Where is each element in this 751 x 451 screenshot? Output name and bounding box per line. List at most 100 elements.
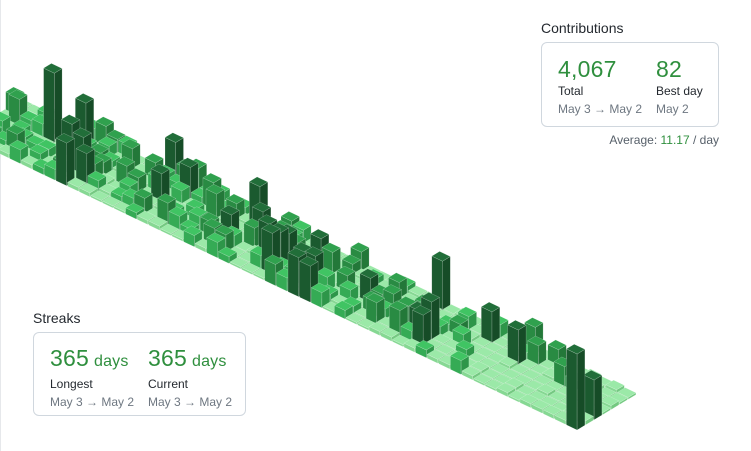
calendar-cell-left-face <box>43 67 55 144</box>
calendar-cell-right-face <box>491 306 501 344</box>
calendar-cell-top <box>432 333 452 344</box>
calendar-cell-top <box>510 363 530 375</box>
calendar-cell-top <box>106 129 127 140</box>
calendar-cell-top <box>92 152 113 163</box>
calendar-cell-top <box>67 177 87 188</box>
average-label: Average: <box>609 133 658 147</box>
calendar-cell-top <box>316 267 336 278</box>
calendar-cell-top <box>342 296 362 307</box>
calendar-cell-top <box>472 336 492 347</box>
calendar-cell-top <box>547 339 567 350</box>
longest-streak-stat: 365 days Longest May 3 → May 2 <box>50 345 134 409</box>
calendar-cell-top <box>0 111 11 122</box>
calendar-cell-right-face <box>593 374 603 421</box>
calendar-cell-top <box>90 190 110 201</box>
calendar-cell-top <box>333 300 354 311</box>
calendar-cell-top <box>521 369 542 380</box>
contributions-card: 4,067 Total May 3 → May 2 82 Best day Ma… <box>541 42 719 127</box>
calendar-cell-top <box>148 216 168 227</box>
calendar-cell-top <box>565 343 586 355</box>
calendar-cell-top <box>365 292 386 304</box>
calendar-cell-top <box>304 246 325 257</box>
calendar-cell-top <box>397 296 417 307</box>
calendar-cell-top <box>483 342 504 353</box>
calendar-cell-top <box>608 392 628 403</box>
calendar-cell-top <box>382 284 403 295</box>
calendar-cell-top <box>339 280 359 291</box>
calendar-cell-top <box>616 387 637 398</box>
calendar-cell-top <box>426 349 447 360</box>
calendar-cell-top <box>136 210 157 221</box>
calendar-cell-top <box>183 225 203 236</box>
calendar-cell-top <box>220 204 240 216</box>
calendar-cell-right-face <box>576 348 586 431</box>
current-streak-stat: 365 days Current May 3 → May 2 <box>148 345 232 409</box>
calendar-cell-top <box>481 368 502 379</box>
longest-streak-value: 365 <box>50 345 89 371</box>
calendar-cell-top <box>217 246 238 257</box>
calendar-cell-top <box>205 184 226 195</box>
total-stat: 4,067 Total May 3 → May 2 <box>558 56 642 116</box>
calendar-cell-top <box>229 257 250 268</box>
calendar-cell-top <box>341 254 362 265</box>
calendar-cell-top <box>37 139 58 150</box>
calendar-cell-top <box>452 324 472 336</box>
calendar-cell-top <box>548 391 568 402</box>
calendar-cell-top <box>527 335 547 347</box>
calendar-cell-top <box>388 300 409 311</box>
average-per-day: Average: 11.17 / day <box>609 133 719 147</box>
calendar-cell-top <box>359 268 379 279</box>
calendar-cell-top <box>449 314 469 325</box>
best-day-date: May 2 <box>656 102 689 116</box>
total-label: Total <box>558 84 584 98</box>
calendar-cell-top <box>94 116 115 127</box>
calendar-cell-left-face <box>55 137 67 187</box>
calendar-cell-right-face <box>442 256 451 312</box>
calendar-cell-top <box>387 272 408 283</box>
calendar-cell-top <box>280 211 301 222</box>
calendar-cell-top <box>179 157 199 168</box>
calendar-cell-top <box>74 93 95 104</box>
calendar-cell-top <box>310 282 331 293</box>
best-day-stat: 82 Best day May 2 <box>656 56 703 116</box>
calendar-cell-top <box>72 127 93 138</box>
calendar-cell-top <box>9 139 29 151</box>
calendar-cell-top <box>475 347 495 358</box>
calendar-cell-top <box>336 265 356 277</box>
calendar-cell-top <box>490 363 510 374</box>
calendar-cell-top <box>457 306 478 317</box>
calendar-cell-top <box>0 125 3 129</box>
calendar-cell-top <box>168 206 188 217</box>
calendar-cell-top <box>241 262 261 273</box>
calendar-cell-top <box>519 393 540 405</box>
calendar-cell-top <box>55 133 76 144</box>
longest-streak-label: Longest <box>50 377 93 391</box>
calendar-cell-top <box>125 202 145 214</box>
calendar-cell-left-face <box>566 348 578 431</box>
calendar-cell-top <box>292 220 312 231</box>
calendar-cell-top <box>60 114 81 125</box>
calendar-cell-top <box>101 195 122 207</box>
calendar-cell-top <box>408 285 428 296</box>
current-streak-range: May 3 → May 2 <box>148 395 233 409</box>
contributions-title: Contributions <box>541 20 624 36</box>
calendar-cell-top <box>203 218 223 229</box>
calendar-cell-top <box>321 242 342 253</box>
current-streak-value: 365 <box>148 345 187 371</box>
calendar-cell-top <box>133 188 154 199</box>
calendar-cell-top <box>164 132 185 143</box>
frame-edge <box>0 0 1 451</box>
calendar-cell-top <box>524 317 544 328</box>
current-streak-unit: days <box>191 353 227 370</box>
calendar-cell-right-face <box>518 324 527 366</box>
calendar-cell-top <box>5 124 26 135</box>
calendar-cell-top <box>121 138 141 150</box>
calendar-cell-top <box>469 360 490 372</box>
calendar-cell-top <box>420 292 441 303</box>
best-day-label: Best day <box>656 84 703 98</box>
total-range: May 3 → May 2 <box>558 102 643 116</box>
calendar-cell-top <box>115 156 136 167</box>
calendar-cell-top <box>248 176 269 187</box>
calendar-cell-top <box>415 339 435 351</box>
calendar-cell-top <box>261 223 281 234</box>
